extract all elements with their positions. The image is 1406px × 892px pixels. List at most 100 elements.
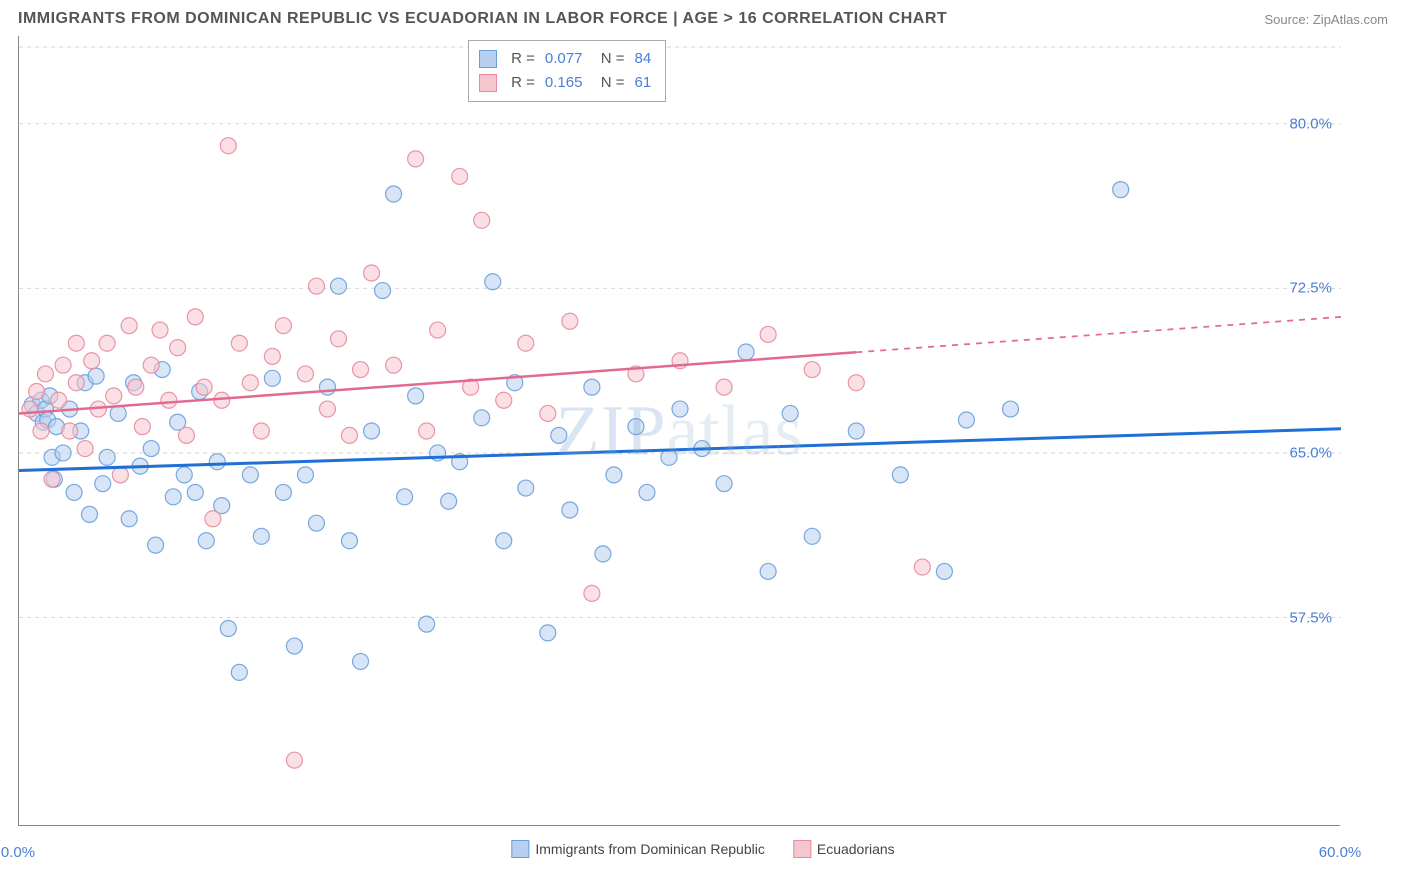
- data-point-dominican: [606, 467, 622, 483]
- data-point-ecuadorian: [134, 419, 150, 435]
- y-tick-label: 72.5%: [1289, 280, 1332, 297]
- data-point-dominican: [319, 379, 335, 395]
- data-point-dominican: [782, 405, 798, 421]
- data-point-dominican: [88, 368, 104, 384]
- data-point-dominican: [297, 467, 313, 483]
- data-point-ecuadorian: [330, 331, 346, 347]
- data-point-dominican: [275, 484, 291, 500]
- chart-title: IMMIGRANTS FROM DOMINICAN REPUBLIC VS EC…: [18, 10, 947, 28]
- data-point-dominican: [375, 283, 391, 299]
- data-point-dominican: [82, 506, 98, 522]
- data-point-dominican: [121, 511, 137, 527]
- data-point-dominican: [187, 484, 203, 500]
- data-point-ecuadorian: [584, 585, 600, 601]
- y-tick-label: 65.0%: [1289, 444, 1332, 461]
- y-tick-label: 57.5%: [1289, 609, 1332, 626]
- data-point-dominican: [397, 489, 413, 505]
- data-point-dominican: [419, 616, 435, 632]
- data-point-ecuadorian: [231, 335, 247, 351]
- series-legend: Immigrants from Dominican Republic Ecuado…: [511, 840, 894, 858]
- data-point-ecuadorian: [804, 362, 820, 378]
- stat-value-r: 0.165: [545, 71, 583, 95]
- data-point-dominican: [342, 533, 358, 549]
- data-point-ecuadorian: [68, 335, 84, 351]
- stat-value-n: 84: [635, 47, 652, 71]
- data-point-ecuadorian: [342, 427, 358, 443]
- stat-label-n: N =: [592, 47, 624, 71]
- data-point-dominican: [441, 493, 457, 509]
- stats-legend: R =0.077 N =84R =0.165 N =61: [468, 40, 666, 102]
- data-point-dominican: [408, 388, 424, 404]
- data-point-dominican: [551, 427, 567, 443]
- data-point-dominican: [143, 441, 159, 457]
- data-point-ecuadorian: [518, 335, 534, 351]
- data-point-dominican: [1113, 182, 1129, 198]
- data-point-ecuadorian: [353, 362, 369, 378]
- data-point-dominican: [496, 533, 512, 549]
- data-point-dominican: [848, 423, 864, 439]
- data-point-ecuadorian: [286, 752, 302, 768]
- data-point-ecuadorian: [452, 168, 468, 184]
- data-point-ecuadorian: [128, 379, 144, 395]
- stats-row-ecuadorian: R =0.165 N =61: [479, 71, 651, 95]
- data-point-dominican: [330, 278, 346, 294]
- data-point-dominican: [628, 419, 644, 435]
- data-point-ecuadorian: [264, 348, 280, 364]
- data-point-ecuadorian: [205, 511, 221, 527]
- data-point-dominican: [253, 528, 269, 544]
- plot-area: ZIPatlas R =0.077 N =84R =0.165 N =61 57…: [18, 36, 1340, 826]
- data-point-ecuadorian: [540, 405, 556, 421]
- data-point-dominican: [1003, 401, 1019, 417]
- data-point-ecuadorian: [22, 401, 38, 417]
- data-point-ecuadorian: [170, 340, 186, 356]
- data-point-dominican: [716, 476, 732, 492]
- data-point-ecuadorian: [914, 559, 930, 575]
- data-point-ecuadorian: [143, 357, 159, 373]
- data-point-ecuadorian: [220, 138, 236, 154]
- data-point-ecuadorian: [419, 423, 435, 439]
- data-point-ecuadorian: [84, 353, 100, 369]
- data-point-ecuadorian: [161, 392, 177, 408]
- y-tick-label: 80.0%: [1289, 115, 1332, 132]
- data-point-dominican: [231, 664, 247, 680]
- legend-label: Immigrants from Dominican Republic: [535, 841, 765, 857]
- data-point-ecuadorian: [106, 388, 122, 404]
- stats-swatch: [479, 74, 497, 92]
- data-point-ecuadorian: [77, 441, 93, 457]
- data-point-dominican: [176, 467, 192, 483]
- data-point-dominican: [936, 563, 952, 579]
- data-point-dominican: [66, 484, 82, 500]
- data-point-ecuadorian: [308, 278, 324, 294]
- x-tick-label: 60.0%: [1319, 844, 1362, 861]
- data-point-dominican: [264, 370, 280, 386]
- data-point-ecuadorian: [196, 379, 212, 395]
- stats-swatch: [479, 50, 497, 68]
- chart-svg: [19, 36, 1341, 826]
- data-point-dominican: [518, 480, 534, 496]
- data-point-ecuadorian: [121, 318, 137, 334]
- data-point-dominican: [562, 502, 578, 518]
- data-point-dominican: [485, 274, 501, 290]
- data-point-ecuadorian: [242, 375, 258, 391]
- data-point-ecuadorian: [37, 366, 53, 382]
- data-point-ecuadorian: [44, 471, 60, 487]
- legend-label: Ecuadorians: [817, 841, 895, 857]
- data-point-ecuadorian: [68, 375, 84, 391]
- trend-line-dashed-ecuadorian: [856, 317, 1341, 352]
- legend-item: Immigrants from Dominican Republic: [511, 840, 765, 858]
- data-point-dominican: [738, 344, 754, 360]
- stat-label-n: N =: [592, 71, 624, 95]
- data-point-ecuadorian: [112, 467, 128, 483]
- data-point-ecuadorian: [29, 384, 45, 400]
- data-point-dominican: [474, 410, 490, 426]
- data-point-ecuadorian: [152, 322, 168, 338]
- data-point-dominican: [308, 515, 324, 531]
- source-attribution: Source: ZipAtlas.com: [1264, 12, 1388, 27]
- data-point-dominican: [364, 423, 380, 439]
- data-point-ecuadorian: [187, 309, 203, 325]
- data-point-ecuadorian: [99, 335, 115, 351]
- data-point-ecuadorian: [760, 326, 776, 342]
- data-point-ecuadorian: [848, 375, 864, 391]
- data-point-ecuadorian: [496, 392, 512, 408]
- data-point-dominican: [386, 186, 402, 202]
